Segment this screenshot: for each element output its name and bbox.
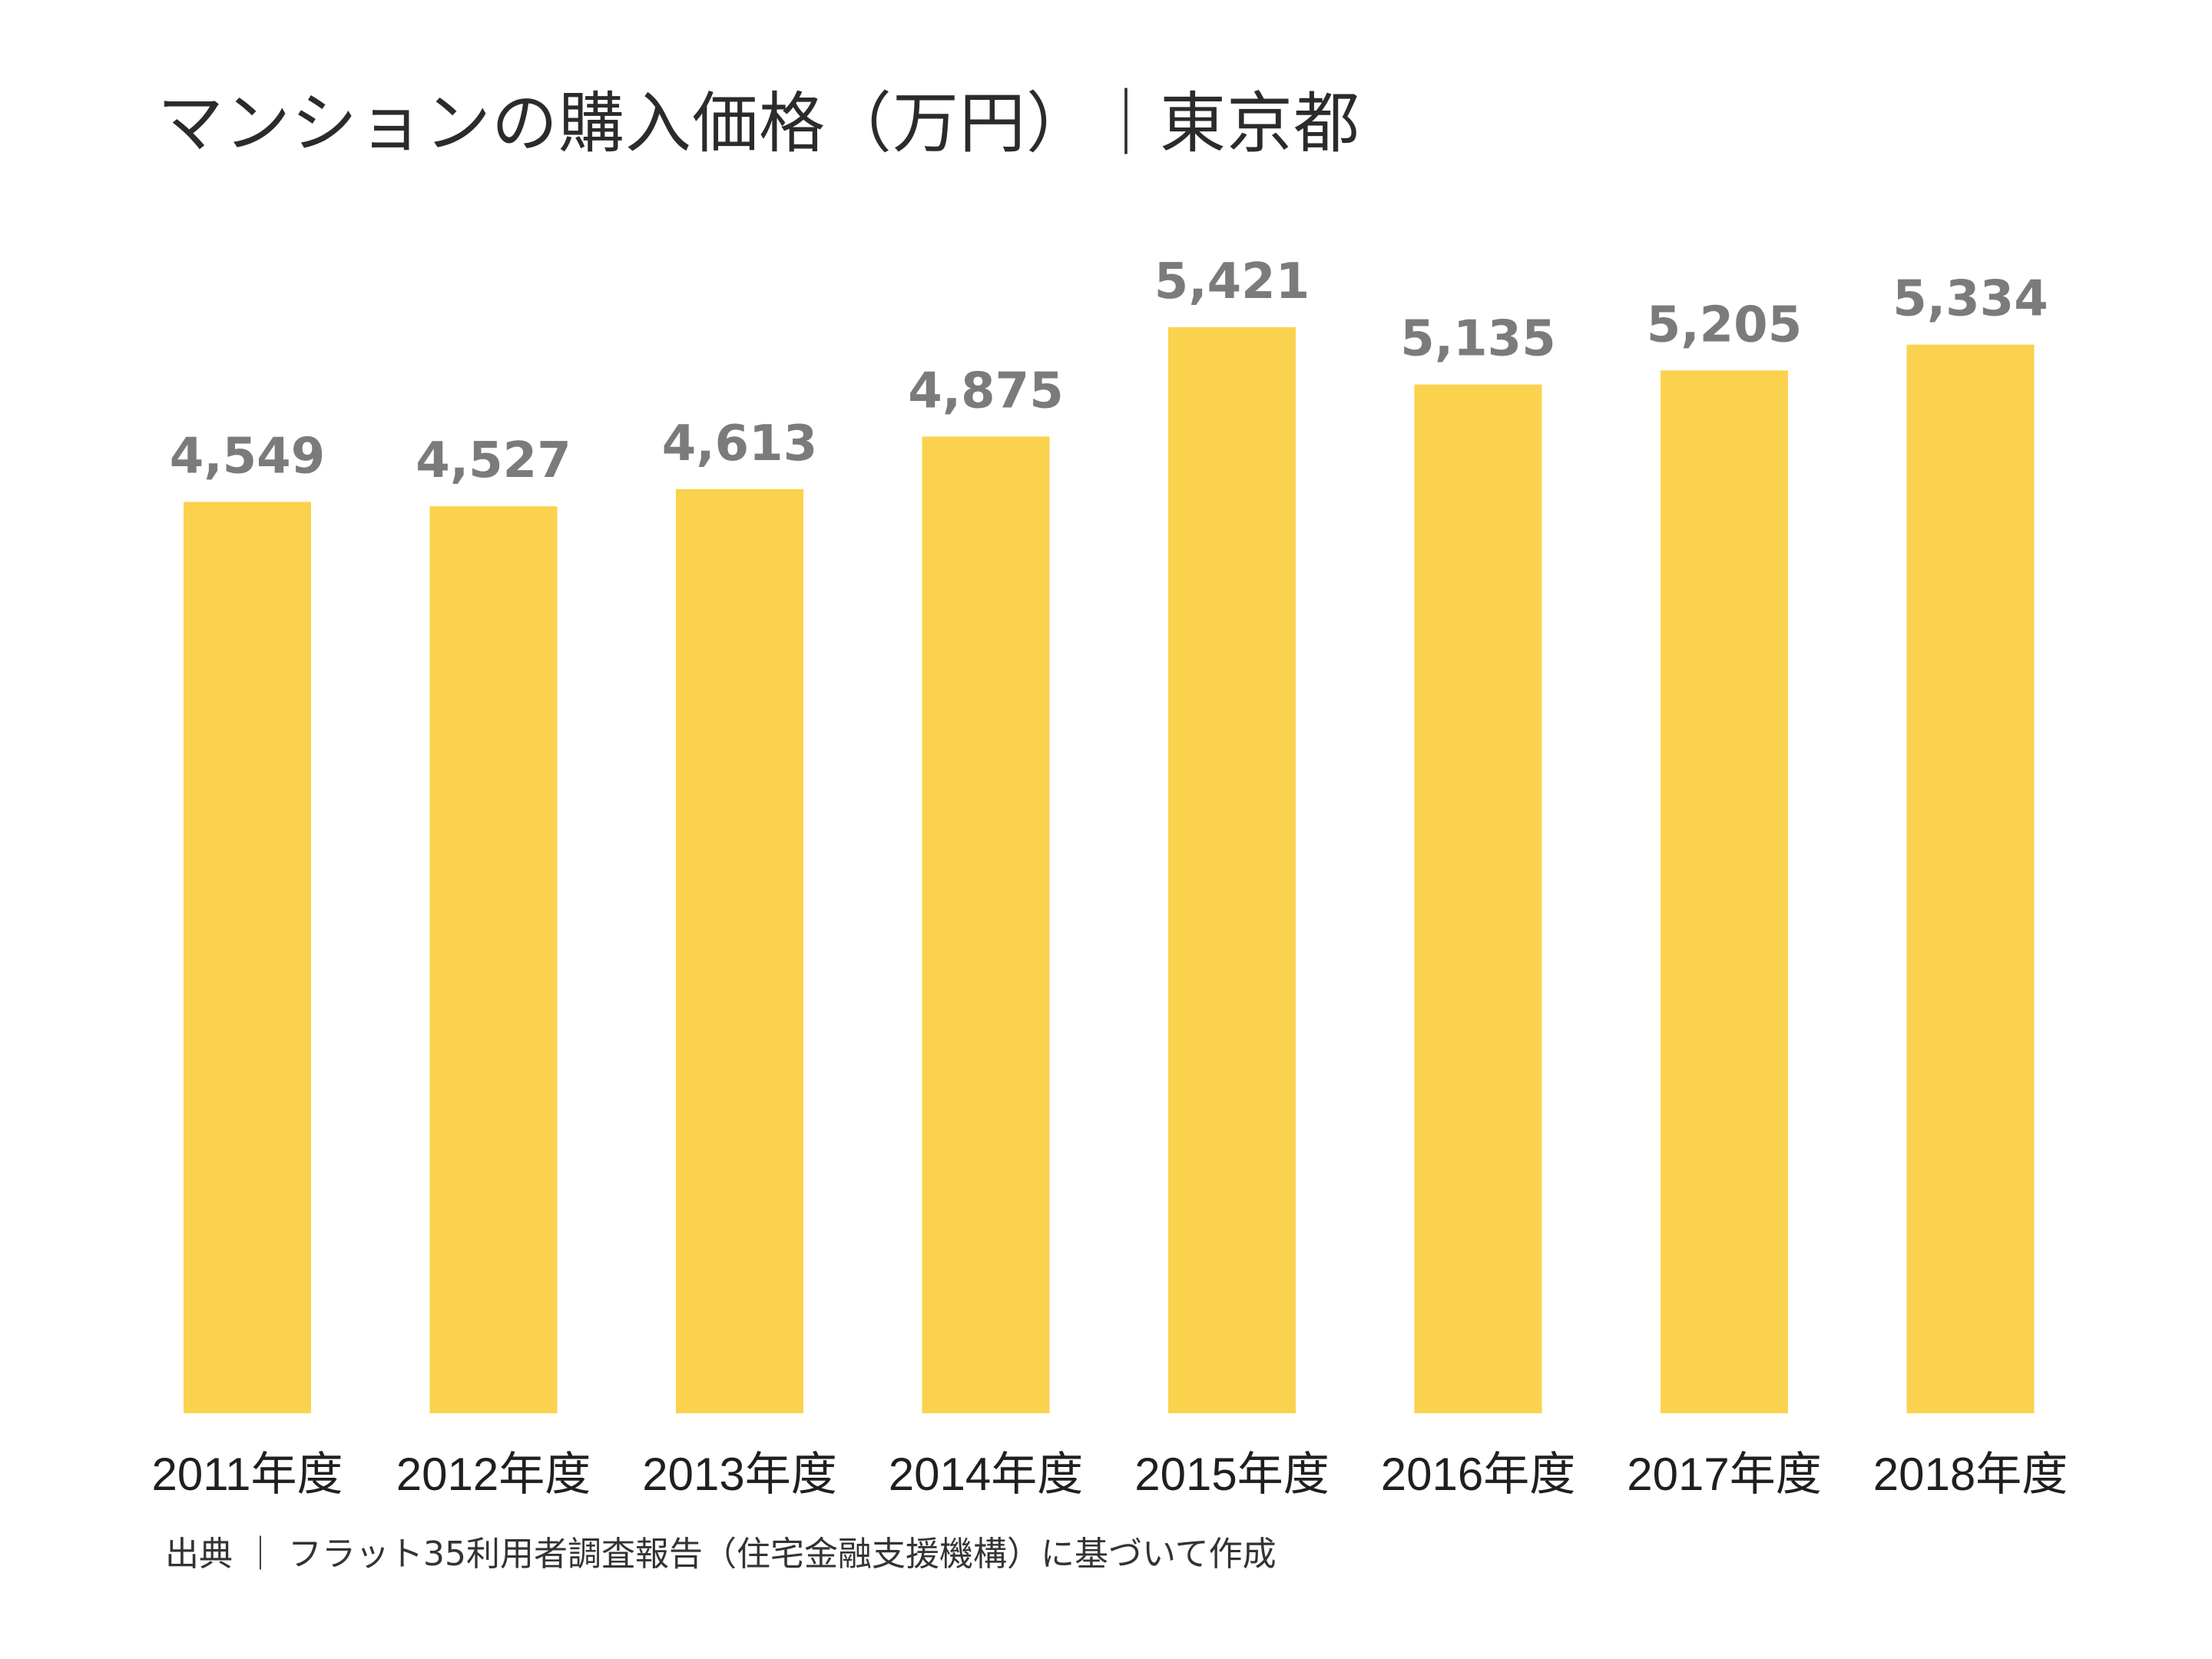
value-label: 5,421 <box>1154 253 1310 310</box>
value-label: 4,527 <box>416 432 571 489</box>
value-labels: 4,549 4,527 4,613 4,875 5,421 5,135 5,205 5,334 <box>170 253 2048 489</box>
x-axis-tick-labels: 2011年度 2012年度 2013年度 2014年度 2015年度 2016年度 2017… <box>151 1449 2068 1500</box>
bar-2012年度 <box>429 506 558 1414</box>
bar-2014年度 <box>922 436 1050 1413</box>
bar-2011年度 <box>184 502 311 1413</box>
x-tick-label: 2016年度 <box>1381 1449 1575 1500</box>
value-label: 5,334 <box>1892 271 2048 328</box>
x-tick-label: 2017年度 <box>1627 1449 1821 1500</box>
value-label: 5,135 <box>1400 311 1555 368</box>
x-tick-label: 2012年度 <box>396 1449 591 1500</box>
bar-series <box>184 327 2035 1414</box>
value-label: 5,205 <box>1647 296 1802 353</box>
value-label: 4,613 <box>662 416 817 472</box>
x-tick-label: 2018年度 <box>1873 1449 2068 1500</box>
bar-2016年度 <box>1414 384 1542 1414</box>
bar-2013年度 <box>676 488 803 1413</box>
bar-2015年度 <box>1168 327 1296 1413</box>
chart-title: マンションの購入価格（万円）｜東京都 <box>157 85 1360 162</box>
bar-2018年度 <box>1906 344 2035 1414</box>
value-label: 4,549 <box>170 429 325 485</box>
x-tick-label: 2014年度 <box>889 1449 1083 1500</box>
source-note: 出典 ｜ フラット35利用者調査報告（住宅金融支援機構）に基づいて作成 <box>165 1535 1277 1574</box>
x-tick-label: 2011年度 <box>151 1449 343 1500</box>
bar-2017年度 <box>1661 370 1788 1413</box>
x-tick-label: 2015年度 <box>1134 1449 1329 1500</box>
value-label: 4,875 <box>908 363 1063 419</box>
x-tick-label: 2013年度 <box>642 1449 836 1500</box>
